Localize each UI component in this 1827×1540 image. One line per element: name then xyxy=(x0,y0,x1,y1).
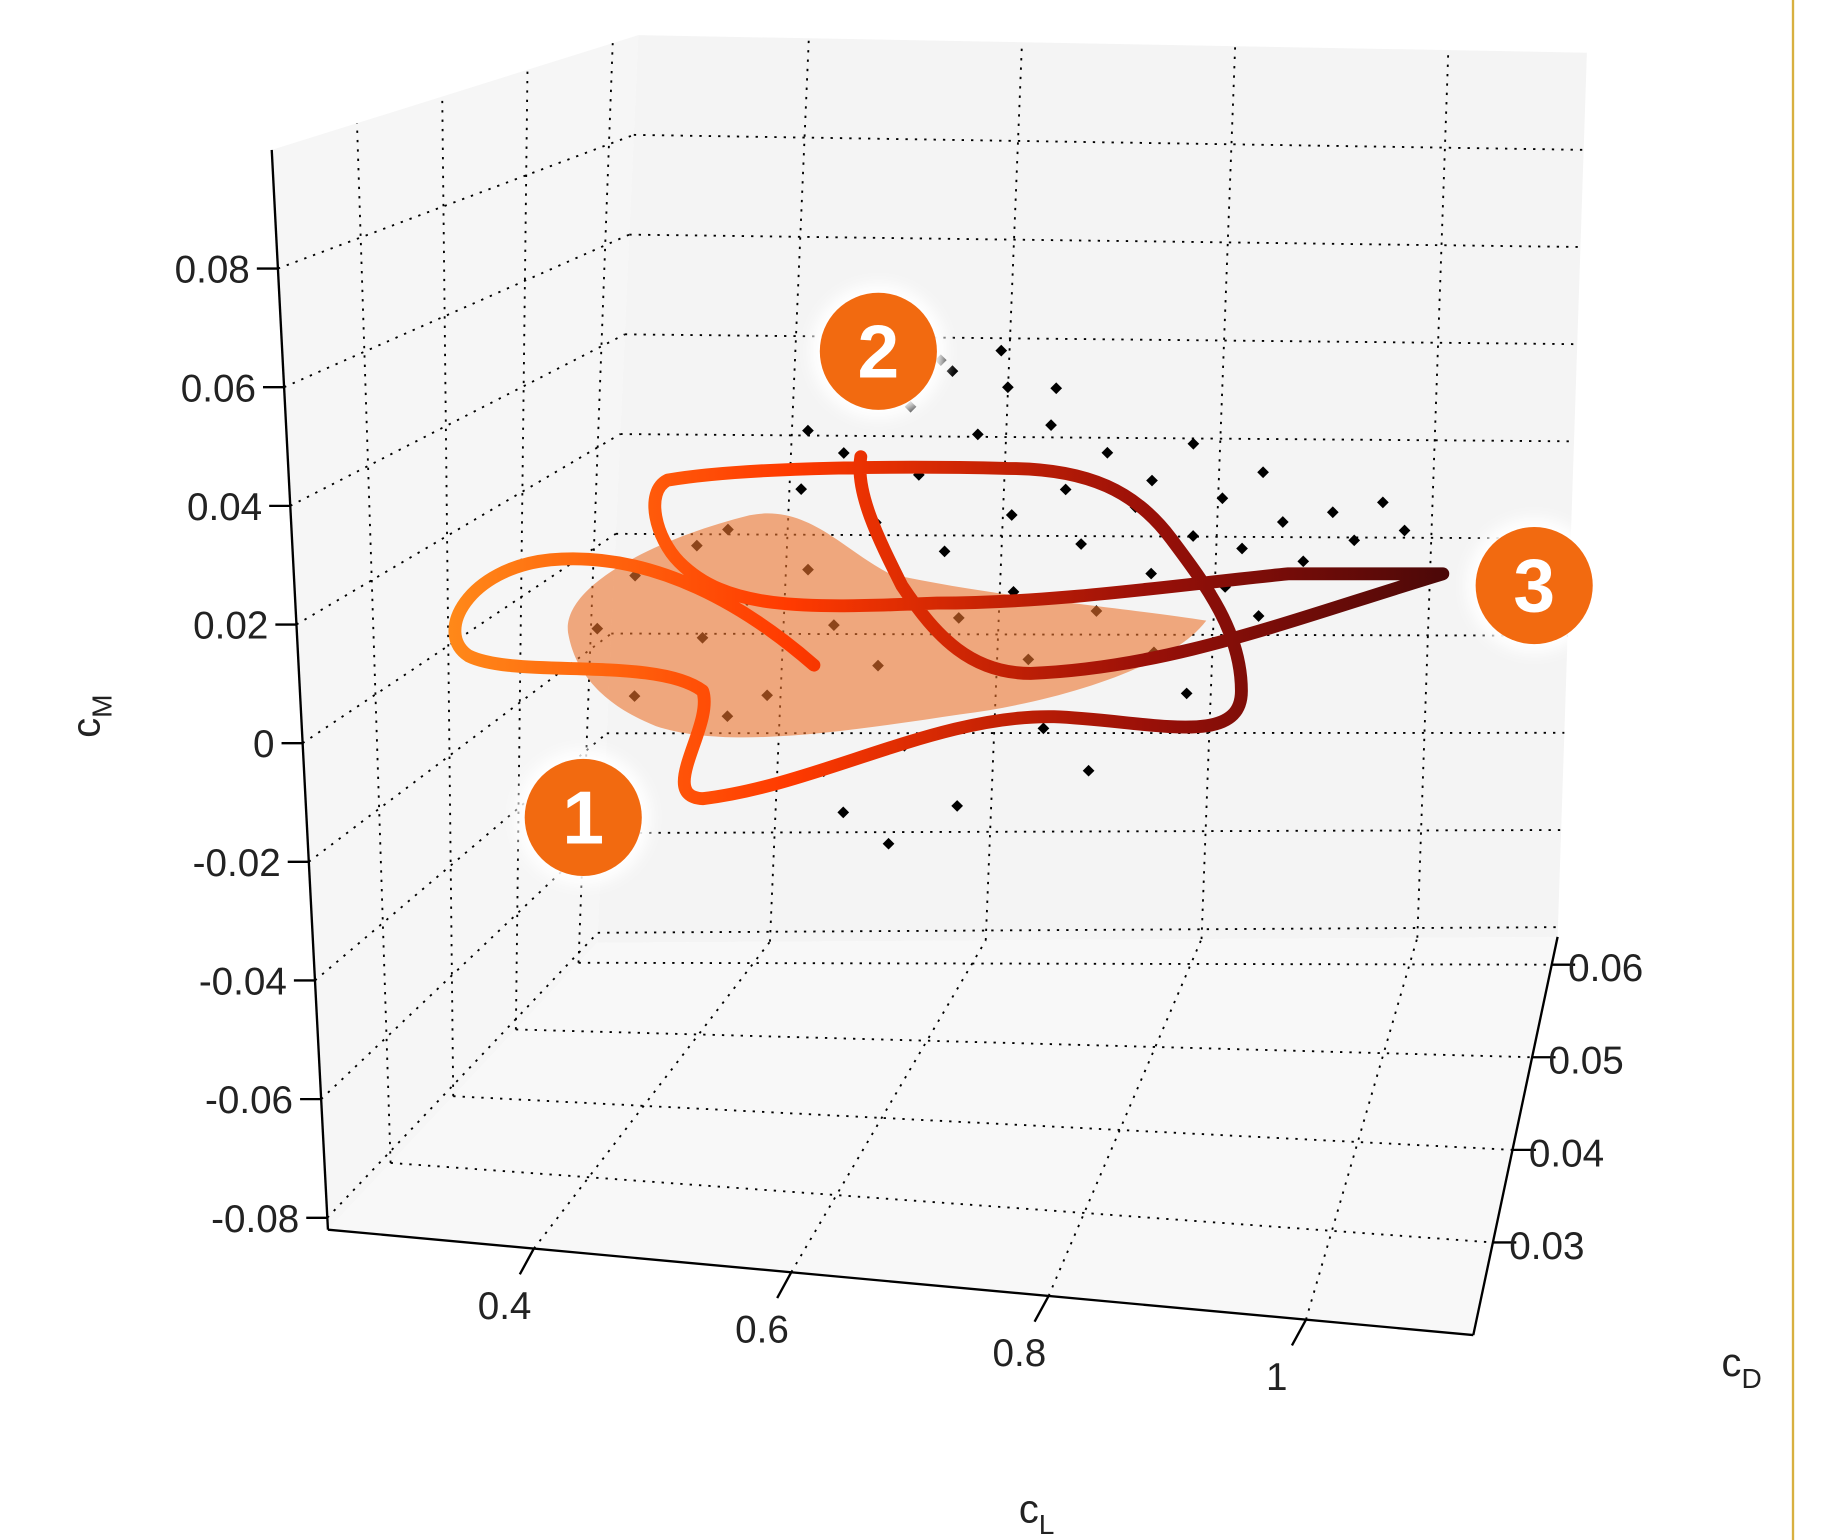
x-tick xyxy=(1033,1295,1050,1323)
data-point xyxy=(1377,496,1389,509)
x-tick xyxy=(776,1271,793,1299)
highlight-region xyxy=(567,513,1207,738)
floor xyxy=(327,936,1558,1336)
axes: -0.08 -0.06 -0.04 -0.02 0 0.02 0.04 0.06 0.08 0.4… xyxy=(175,149,1643,1399)
grid-line xyxy=(790,939,987,1273)
y-tick-label: 0.04 xyxy=(187,486,262,529)
grid-line xyxy=(283,233,630,389)
grid xyxy=(277,38,1584,1320)
axes-walls xyxy=(271,35,1587,1336)
z-tick-label: 0.05 xyxy=(1549,1040,1624,1083)
data-point xyxy=(1075,538,1087,550)
annotation-label: 1 xyxy=(562,775,604,859)
y-tick-label: 0 xyxy=(253,723,274,766)
data-point xyxy=(802,424,814,437)
x-tick-label: 1 xyxy=(1266,1356,1287,1399)
z-tick-label: 0.06 xyxy=(1568,947,1643,990)
y-tick-label: -0.08 xyxy=(211,1198,299,1241)
x-tick xyxy=(518,1248,535,1275)
grid-line xyxy=(308,632,612,863)
y-axis-label: cM xyxy=(65,694,118,737)
y-tick-label: -0.06 xyxy=(205,1079,293,1122)
z-axis-label: cD xyxy=(1722,1341,1762,1394)
grid-line xyxy=(602,829,1562,834)
y-tick-label: 0.06 xyxy=(181,367,256,410)
back-wall xyxy=(597,35,1587,943)
data-point xyxy=(837,806,850,819)
data-point xyxy=(882,837,895,850)
grid-line xyxy=(295,433,621,626)
trajectory-curve xyxy=(448,450,1450,806)
y-tick-label: -0.04 xyxy=(199,961,287,1004)
z-tick-label: 0.03 xyxy=(1509,1225,1584,1268)
grid-line xyxy=(514,69,529,1030)
annotation-1: 1 xyxy=(515,749,652,886)
y-axis-line xyxy=(270,149,330,1230)
data-point xyxy=(1257,466,1269,479)
x-tick xyxy=(1290,1319,1308,1346)
annotation-label: 2 xyxy=(858,309,900,393)
x-axis-line xyxy=(327,1228,1474,1337)
annotation-2: 2 xyxy=(810,283,947,420)
grid-line xyxy=(515,1028,1533,1059)
annotation-3: 3 xyxy=(1466,517,1603,654)
data-point xyxy=(971,428,984,441)
data-point xyxy=(1045,419,1057,431)
z-axis-line xyxy=(1472,936,1559,1336)
data-point xyxy=(1101,446,1114,459)
y-tick-label: -0.02 xyxy=(193,842,281,885)
annotation-label: 3 xyxy=(1513,544,1555,628)
z-tick-label: 0.04 xyxy=(1529,1132,1604,1175)
x-tick-label: 0.4 xyxy=(478,1285,532,1328)
grid-line xyxy=(577,43,614,963)
x-axis-label: cL xyxy=(1019,1487,1055,1540)
grid-line xyxy=(1305,937,1419,1320)
x-tick-label: 0.8 xyxy=(992,1332,1046,1375)
data-point xyxy=(1216,492,1229,505)
data-point xyxy=(1276,516,1289,528)
data-point xyxy=(946,365,959,377)
data-point xyxy=(1050,382,1063,395)
data-point xyxy=(1180,687,1193,700)
y-tick-label: 0.02 xyxy=(193,605,268,648)
grid-line xyxy=(289,333,626,507)
data-point xyxy=(1297,555,1310,568)
y-tick-label: 0.08 xyxy=(175,249,250,292)
grid-line xyxy=(769,38,810,942)
grid-line xyxy=(597,926,1558,934)
x-tick-label: 0.6 xyxy=(735,1309,789,1352)
